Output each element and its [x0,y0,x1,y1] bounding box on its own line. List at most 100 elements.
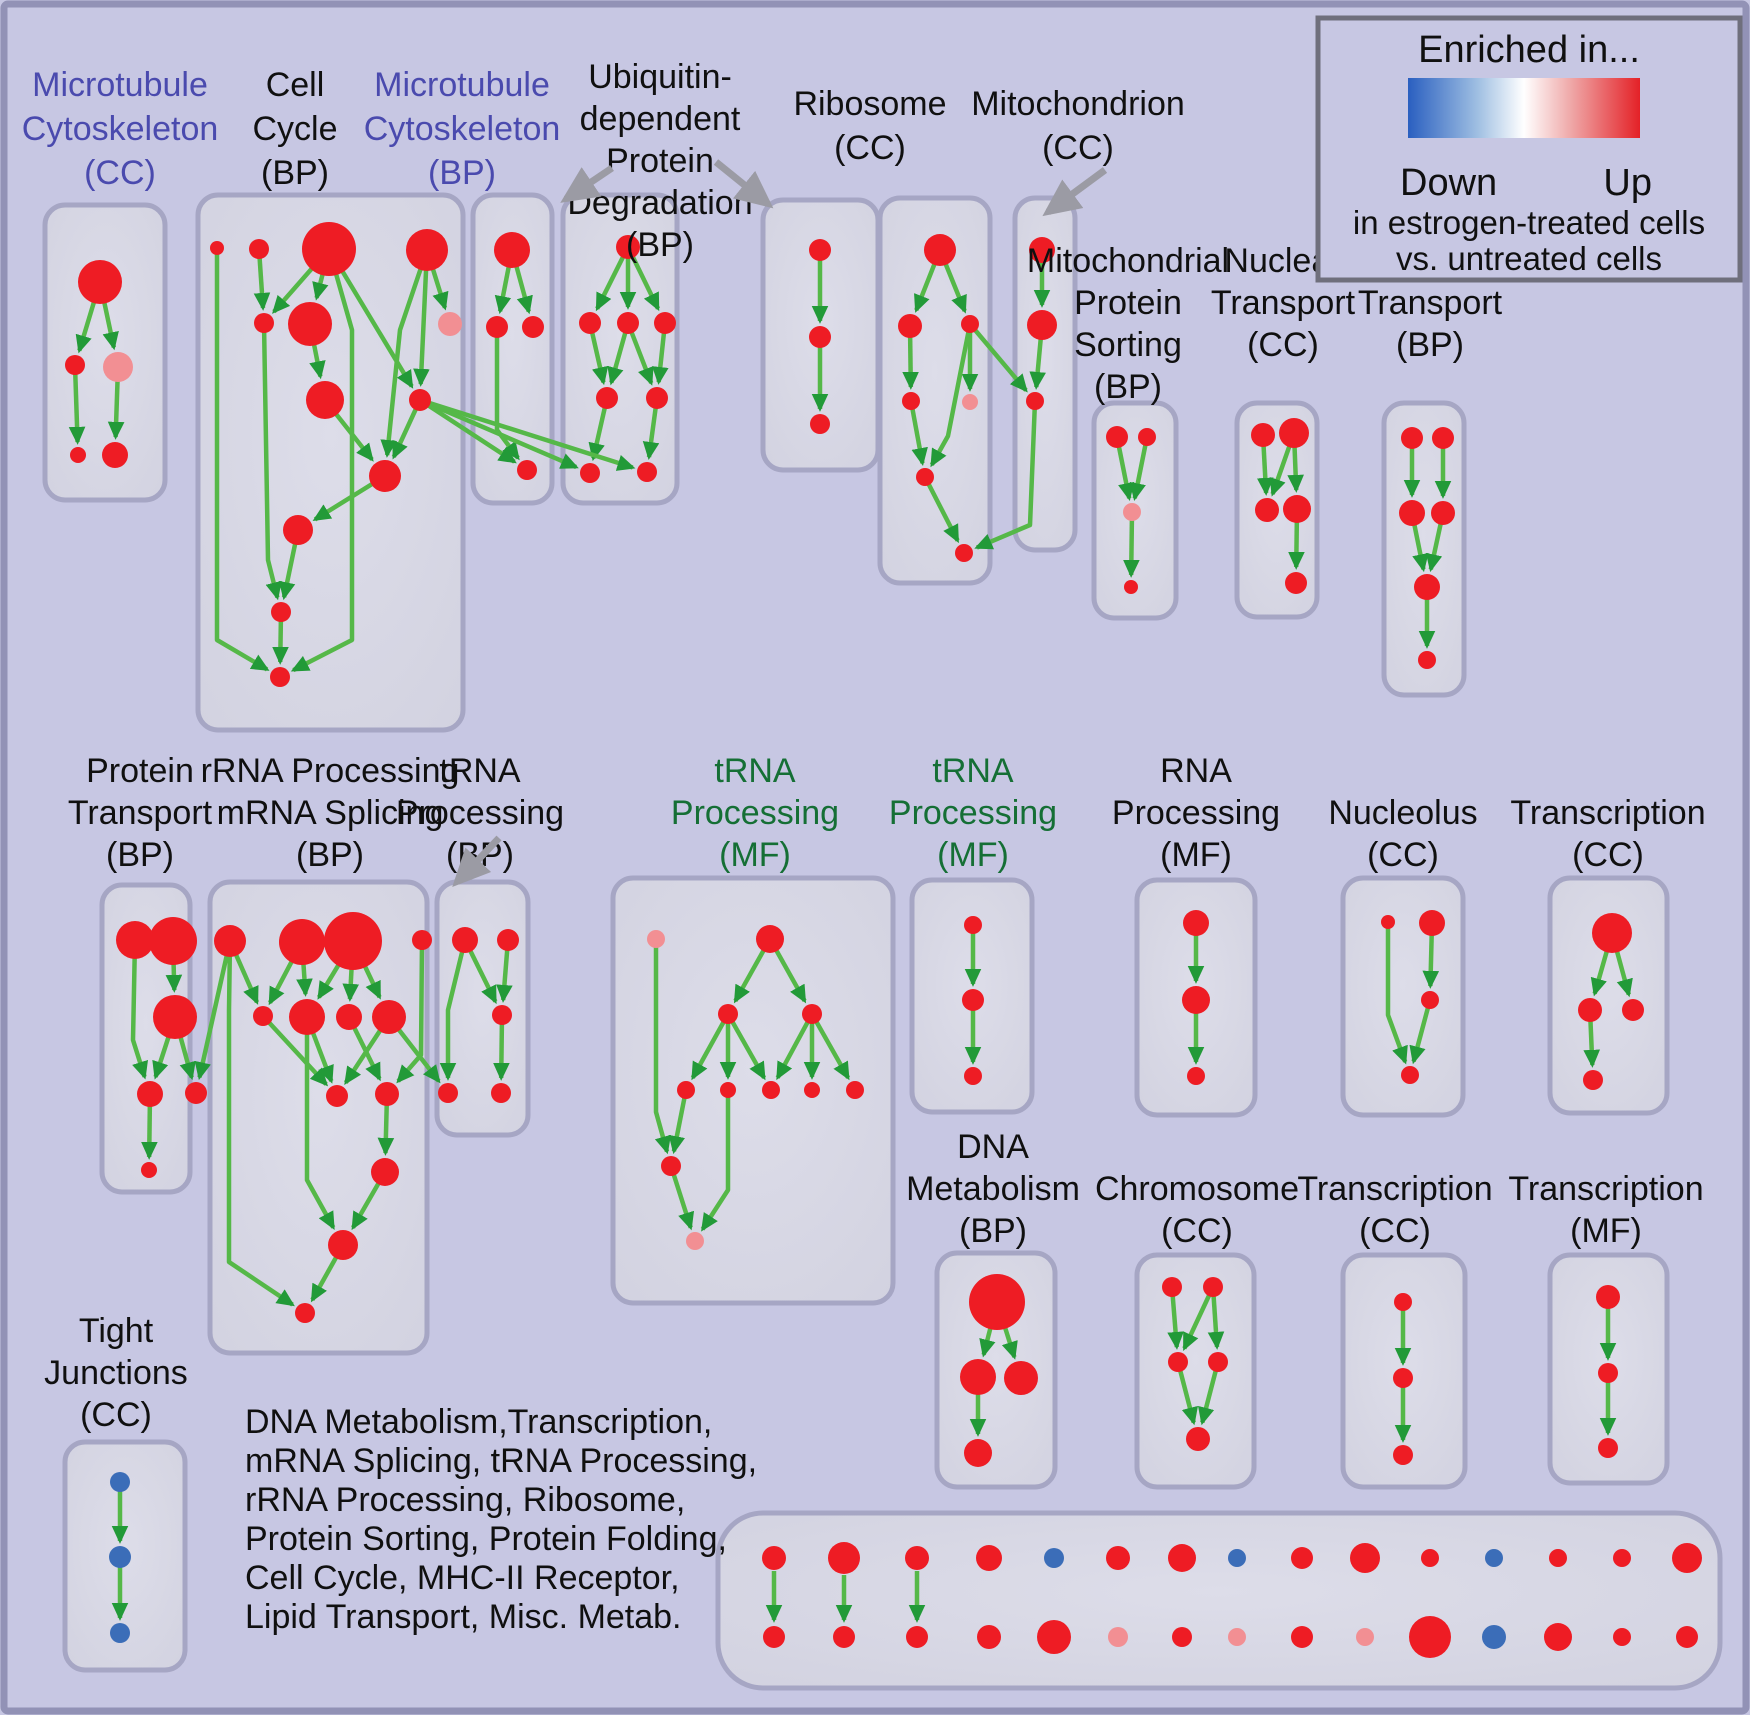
node-cell-cycle-k [283,515,313,545]
edge-trna-processing-bp-tl-bl [439,939,468,1081]
node-mito-protein-sorting-tl [1106,426,1128,448]
edge-cell-cycle-d-i [413,249,430,387]
node-ubiquitin-left-L [579,312,601,334]
cluster-label-ribosome: Ribosome (CC) [793,85,946,167]
node-trna-processing-mf-big-pk [647,930,665,948]
edge-cell-cycle-c-m [290,248,355,673]
node-transcription-mf-n2 [1598,1363,1618,1383]
node-nucleolus-mr [1421,991,1439,1009]
node-cell-cycle-c [302,222,356,276]
node-ribosome-ml [898,314,922,338]
node-rrna-processing-deep [371,1158,399,1186]
node-cell-cycle-f [288,302,332,346]
node-cell-cycle-g [438,312,462,336]
node-cell-cycle-l [271,602,291,622]
node-trna-processing-mf-small-n3 [964,1067,982,1085]
band-node-top-1 [762,1546,786,1570]
node-chromosome-ml [1168,1352,1188,1372]
edge-chromosome-ml-b [1175,1361,1198,1426]
node-rna-transport-tr [1432,427,1454,449]
cross-edge-cell-cycle-i-to-ubiquitin-left-b2 [419,397,636,471]
node-dna-metabolism-b [964,1439,992,1467]
edge-chromosome-tl-ml [1167,1286,1184,1350]
node-ribosome-mid2 [916,468,934,486]
edge-trna-processing-mf-big-mL-ra [690,1012,730,1081]
band-node-top-7 [1168,1544,1196,1572]
band-node-bottom-6 [1108,1627,1128,1647]
node-trna-processing-mf-big-B [686,1232,704,1250]
node-rna-processing-mf-n3 [1187,1067,1205,1085]
layer-labels: Microtubule Cytoskeleton (CC) Cell Cycle (BP)… [22,58,1706,1434]
cluster-label-rna-processing-mf: RNA Processing (MF) [1112,752,1280,874]
cross-edge-rrna-processing-t1-to-protein-transport-lr [194,940,233,1081]
node-nuclear-transport-ml [1255,498,1279,522]
cluster-box-transcription-cc-row2 [1547,875,1670,1116]
node-dna-metabolism-l [960,1359,996,1395]
edge-nucleolus-mr-b [1409,999,1433,1065]
cluster-label-trna-processing-mf-small: tRNA Processing (MF) [889,752,1057,874]
node-microtubule-cc-D [70,447,86,463]
node-rrna-processing-t1 [214,925,246,957]
legend-down-label: Down [1400,162,1497,204]
cluster-label-mito-protein-sorting: Mitochondrial Protein Sorting (BP) [1027,242,1229,406]
node-chromosome-tl [1162,1277,1182,1297]
cluster-box-dna-metabolism [934,1250,1058,1490]
edge-mito-protein-sorting-tr-mid [1129,436,1150,502]
node-rrna-processing-bot2 [328,1230,358,1260]
node-protein-transport-b [141,1162,157,1178]
cluster-label-ubiquitin-left: Ubiquitin-dependent Protein Degradation (BP… [567,58,752,264]
cluster-label-cell-cycle: Cell Cycle (BP) [252,66,337,192]
legend: Enriched in... Down Up in estrogen-treat… [1315,15,1743,283]
legend-gradient-bar [1408,78,1640,138]
band-node-top-13 [1549,1549,1567,1567]
node-rrna-processing-m3 [336,1004,362,1030]
node-ubiquitin-left-b1 [580,463,600,483]
node-rna-transport-c [1414,574,1440,600]
node-cell-cycle-m [270,667,290,687]
band-node-top-3 [905,1546,929,1570]
node-protein-transport-m [153,995,197,1039]
cluster-label-chromosome: Chromosome (CC) [1095,1170,1299,1250]
band-node-top-14 [1613,1549,1631,1567]
node-ubiquitin-left-R [654,312,676,334]
band-node-top-8 [1228,1549,1246,1567]
cross-edge-cell-cycle-i-to-ubiquitin-left-b1 [419,397,579,470]
node-ubiquitin-left-rb [646,387,668,409]
node-ribosome-mr [961,315,979,333]
edge-nucleolus-tl-b [1385,922,1408,1065]
cluster-box-chromosome [1134,1252,1257,1490]
node-mitochondrion-mbig [1027,310,1057,340]
band-node-top-6 [1106,1546,1130,1570]
band-node-bottom-4 [977,1625,1001,1649]
node-tight-junctions-n2 [109,1546,131,1568]
band-node-bottom-3 [906,1626,928,1648]
node-transcription-cc-row3-n3 [1393,1445,1413,1465]
node-mito-protein-sorting-bot [1124,580,1138,594]
legend-box [1315,15,1743,283]
node-nuclear-transport-tl [1251,423,1275,447]
node-ubiquitin-right-v2 [809,326,831,348]
band-node-top-10 [1350,1543,1380,1573]
node-trna-processing-bp-br [491,1083,511,1103]
band-node-top-4 [976,1545,1002,1571]
edge-trna-processing-mf-big-mR-rc [775,1012,814,1081]
node-chromosome-mr [1208,1352,1228,1372]
cluster-label-protein-transport: Protein Transport (BP) [68,752,213,874]
edge-trna-processing-mf-big-mR-re [810,1012,851,1081]
edge-ribosome-mr-mid2 [929,323,973,468]
node-trna-processing-mf-big-LL [661,1156,681,1176]
node-cell-cycle-h [306,381,344,419]
node-rrna-processing-m1 [253,1006,273,1026]
node-microtubule-bp-R [522,316,544,338]
node-microtubule-cc-C [103,352,133,382]
node-mito-protein-sorting-mid [1123,503,1141,521]
node-tight-junctions-n1 [110,1472,130,1492]
node-cell-cycle-b [249,239,269,259]
node-rna-transport-tl [1401,427,1423,449]
node-ribosome-ll [902,392,920,410]
legend-subtitle-2: vs. untreated cells [1396,240,1662,277]
ubiquitin-right-pointer [713,159,774,209]
node-protein-transport-lr [185,1082,207,1104]
